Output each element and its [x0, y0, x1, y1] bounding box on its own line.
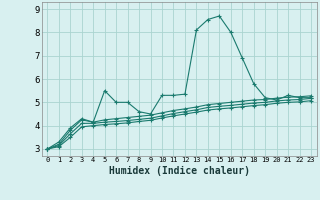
- X-axis label: Humidex (Indice chaleur): Humidex (Indice chaleur): [109, 166, 250, 176]
